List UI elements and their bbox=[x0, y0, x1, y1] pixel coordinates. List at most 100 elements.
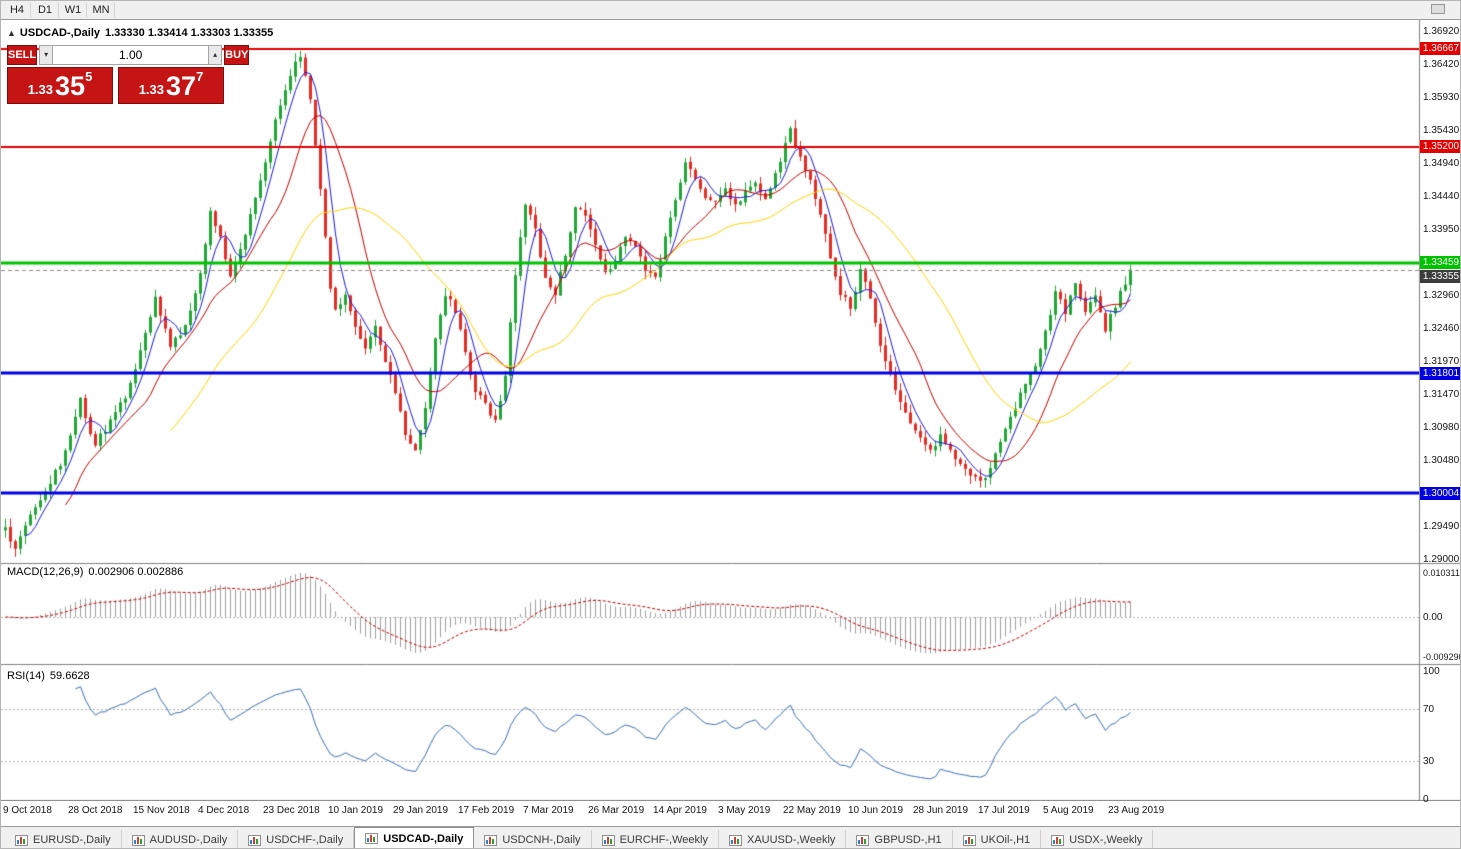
timeframe-button-w1[interactable]: W1 bbox=[59, 2, 87, 18]
price-tick: 1.30980 bbox=[1423, 422, 1460, 433]
tab-label: USDCAD-,Daily bbox=[383, 832, 464, 845]
current-price-label: 1.33355 bbox=[1420, 270, 1460, 283]
price-level-label[interactable]: 1.36667 bbox=[1420, 42, 1460, 55]
mini-chart-icon bbox=[1051, 834, 1065, 846]
mini-chart-icon bbox=[484, 834, 498, 846]
date-tick-label: 17 Jul 2019 bbox=[978, 805, 1030, 816]
buy-price-big: 37 bbox=[166, 71, 197, 101]
macd-axis-label: 0.010311 bbox=[1423, 568, 1460, 578]
timeframe-button-h4[interactable]: H4 bbox=[3, 2, 31, 18]
chart-tab-gbpusd-h1[interactable]: GBPUSD-,H1 bbox=[846, 830, 953, 848]
volume-increase-button[interactable]: ▴ bbox=[208, 45, 223, 65]
chart-tab-eurusd-daily[interactable]: EURUSD-,Daily bbox=[5, 830, 122, 848]
volume-decrease-button[interactable]: ▾ bbox=[39, 45, 54, 65]
buy-button[interactable]: BUY bbox=[224, 45, 250, 65]
sell-price-display[interactable]: 1.33 35 5 bbox=[7, 67, 113, 104]
date-tick-label: 17 Feb 2019 bbox=[458, 805, 515, 816]
macd-values: 0.002906 0.002886 bbox=[88, 566, 184, 578]
sell-button[interactable]: SELL bbox=[7, 45, 38, 65]
tab-label: UKOil-,H1 bbox=[980, 834, 1031, 846]
date-tick-label: 10 Jan 2019 bbox=[328, 805, 384, 816]
sell-price-prefix: 1.33 bbox=[27, 82, 54, 97]
timeframe-button-mn[interactable]: MN bbox=[87, 2, 115, 18]
macd-axis-label: 0.00 bbox=[1423, 612, 1443, 623]
date-tick-label: 29 Jan 2019 bbox=[393, 805, 449, 816]
price-tick: 1.29490 bbox=[1423, 521, 1460, 532]
price-level-label[interactable]: 1.33459 bbox=[1420, 256, 1460, 269]
sell-price-big: 35 bbox=[55, 71, 86, 101]
date-tick-label: 14 Apr 2019 bbox=[653, 805, 707, 816]
mini-chart-icon bbox=[131, 834, 145, 846]
chart-area: ▲ USDCAD-,Daily 1.33330 1.33414 1.33303 1.… bbox=[1, 20, 1460, 826]
price-tick: 1.32960 bbox=[1423, 290, 1460, 301]
macd-axis-label: -0.0092903 bbox=[1423, 652, 1460, 662]
chart-tab-audusd-daily[interactable]: AUDUSD-,Daily bbox=[122, 830, 239, 848]
toolbar-corner-button[interactable] bbox=[1431, 4, 1445, 14]
chart-tab-bar: EURUSD-,Daily AUDUSD-,Daily USDCHF-,Daily U… bbox=[1, 826, 1460, 848]
price-tick: 1.35930 bbox=[1423, 92, 1460, 103]
volume-control: ▾ ▴ bbox=[39, 45, 223, 65]
rsi-axis-label: 0 bbox=[1423, 794, 1429, 805]
date-tick-label: 23 Aug 2019 bbox=[1108, 805, 1165, 816]
timeframe-button-d1[interactable]: D1 bbox=[31, 2, 59, 18]
date-axis: 9 Oct 2018 28 Oct 2018 15 Nov 2018 4 Dec 20… bbox=[1, 801, 1460, 826]
rsi-indicator-label: RSI(14) 59.6628 bbox=[7, 670, 90, 682]
chart-tab-usdchf-daily[interactable]: USDCHF-,Daily bbox=[238, 830, 355, 848]
price-level-label[interactable]: 1.35200 bbox=[1420, 140, 1460, 153]
buy-price-sup: 7 bbox=[196, 69, 204, 84]
date-tick-label: 26 Mar 2019 bbox=[588, 805, 645, 816]
tab-label: EURCHF-,Weekly bbox=[619, 834, 708, 846]
price-level-label[interactable]: 1.31801 bbox=[1420, 367, 1460, 380]
price-tick: 1.31970 bbox=[1423, 356, 1460, 367]
chart-tab-eurchf-weekly[interactable]: EURCHF-,Weekly bbox=[592, 830, 719, 848]
price-level-label[interactable]: 1.30004 bbox=[1420, 487, 1460, 500]
date-tick-label: 3 May 2019 bbox=[718, 805, 771, 816]
macd-indicator-label: MACD(12,26,9) 0.002906 0.002886 bbox=[7, 566, 184, 578]
timeframe-buttons: H4 D1 W1 MN bbox=[3, 2, 115, 18]
rsi-axis-label: 70 bbox=[1423, 704, 1435, 715]
tab-label: EURUSD-,Daily bbox=[33, 834, 111, 846]
date-tick-label: 23 Dec 2018 bbox=[263, 805, 320, 816]
rsi-values: 59.6628 bbox=[49, 670, 90, 682]
price-tick: 1.34940 bbox=[1423, 158, 1460, 169]
price-tick: 1.30480 bbox=[1423, 455, 1460, 466]
price-tick: 1.36420 bbox=[1423, 59, 1460, 70]
tab-label: USDCNH-,Daily bbox=[502, 834, 581, 846]
chart-tab-ukoil-h1[interactable]: UKOil-,H1 bbox=[953, 830, 1042, 848]
candlestick-chart-canvas[interactable] bbox=[1, 20, 1460, 801]
mini-chart-icon bbox=[601, 834, 615, 846]
date-tick-label: 7 Mar 2019 bbox=[523, 805, 574, 816]
tab-label: USDX-,Weekly bbox=[1069, 834, 1143, 846]
chart-tab-usdx-weekly[interactable]: USDX-,Weekly bbox=[1041, 830, 1154, 848]
date-tick-label: 4 Dec 2018 bbox=[198, 805, 250, 816]
price-tick: 1.33950 bbox=[1423, 224, 1460, 235]
trade-panel-collapse-icon[interactable]: ▲ bbox=[7, 28, 16, 38]
price-tick: 1.29000 bbox=[1423, 554, 1460, 565]
price-tick: 1.35430 bbox=[1423, 125, 1460, 136]
chart-title: ▲ USDCAD-,Daily 1.33330 1.33414 1.33303 1.… bbox=[7, 27, 273, 39]
date-tick-label: 5 Aug 2019 bbox=[1043, 805, 1094, 816]
date-tick-label: 9 Oct 2018 bbox=[3, 805, 52, 816]
volume-input[interactable] bbox=[53, 45, 209, 65]
chart-tab-xauusd-weekly[interactable]: XAUUSD-,Weekly bbox=[719, 830, 847, 848]
date-tick-label: 10 Jun 2019 bbox=[848, 805, 904, 816]
date-tick-label: 28 Jun 2019 bbox=[913, 805, 969, 816]
rsi-axis-label: 100 bbox=[1423, 666, 1440, 677]
date-tick-label: 15 Nov 2018 bbox=[133, 805, 190, 816]
mini-chart-icon bbox=[856, 834, 870, 846]
date-tick-label: 22 May 2019 bbox=[783, 805, 841, 816]
mini-chart-icon bbox=[962, 834, 976, 846]
buy-price-prefix: 1.33 bbox=[138, 82, 165, 97]
rsi-axis-label: 30 bbox=[1423, 756, 1435, 767]
chart-tab-usdcad-daily[interactable]: USDCAD-,Daily bbox=[354, 827, 475, 848]
chart-tab-usdcnh-daily[interactable]: USDCNH-,Daily bbox=[474, 830, 592, 848]
chart-ohlc-values: 1.33330 1.33414 1.33303 1.33355 bbox=[105, 27, 274, 39]
buy-price-display[interactable]: 1.33 37 7 bbox=[118, 67, 224, 104]
price-tick: 1.32460 bbox=[1423, 323, 1460, 334]
sell-price-sup: 5 bbox=[85, 69, 93, 84]
tab-label: GBPUSD-,H1 bbox=[874, 834, 942, 846]
tab-label: AUDUSD-,Daily bbox=[149, 834, 228, 846]
price-tick: 1.34440 bbox=[1423, 191, 1460, 202]
